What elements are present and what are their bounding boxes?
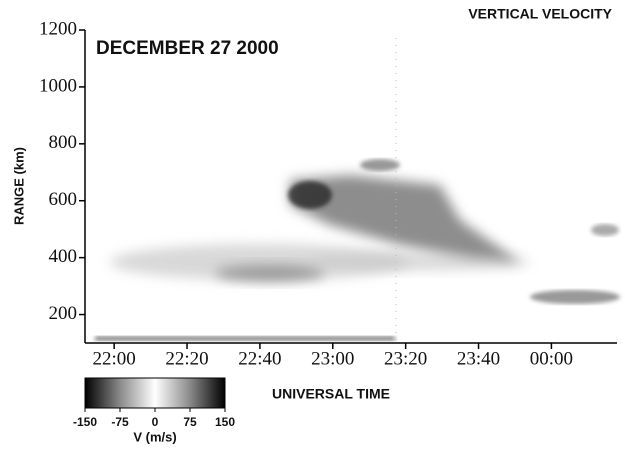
colorbar-tick-label: -150 [73, 415, 97, 429]
x-tick-label: 22:40 [238, 348, 281, 369]
chart-title: VERTICAL VELOCITY [468, 6, 612, 22]
x-tick-label: 23:20 [384, 348, 427, 369]
annotation: DECEMBER 27 2000 [96, 38, 279, 59]
x-tick-label: 00:00 [530, 348, 573, 369]
y-axis-label: RANGE (km) [11, 147, 26, 225]
x-axis-label: UNIVERSAL TIME [272, 386, 390, 402]
colorbar-tick-label: 150 [215, 415, 235, 429]
colorbar-tick-label: -75 [111, 415, 129, 429]
colorbar [84, 377, 226, 409]
y-tick-label: 800 [49, 132, 78, 153]
colorbar-label: V (m/s) [133, 429, 176, 444]
x-tick-label: 23:00 [311, 348, 354, 369]
y-tick-label: 400 [49, 246, 78, 267]
x-tick-label: 22:20 [165, 348, 208, 369]
colorbar-tick-label: 0 [152, 415, 159, 429]
colorbar-tick-label: 75 [183, 415, 197, 429]
echo-field [95, 38, 620, 341]
y-tick-label: 1000 [39, 75, 77, 96]
y-tick-label: 600 [49, 189, 78, 210]
y-tick-label: 200 [49, 303, 78, 324]
y-tick-label: 1200 [39, 18, 77, 39]
x-tick-label: 22:00 [93, 348, 136, 369]
x-tick-label: 23:40 [457, 348, 500, 369]
